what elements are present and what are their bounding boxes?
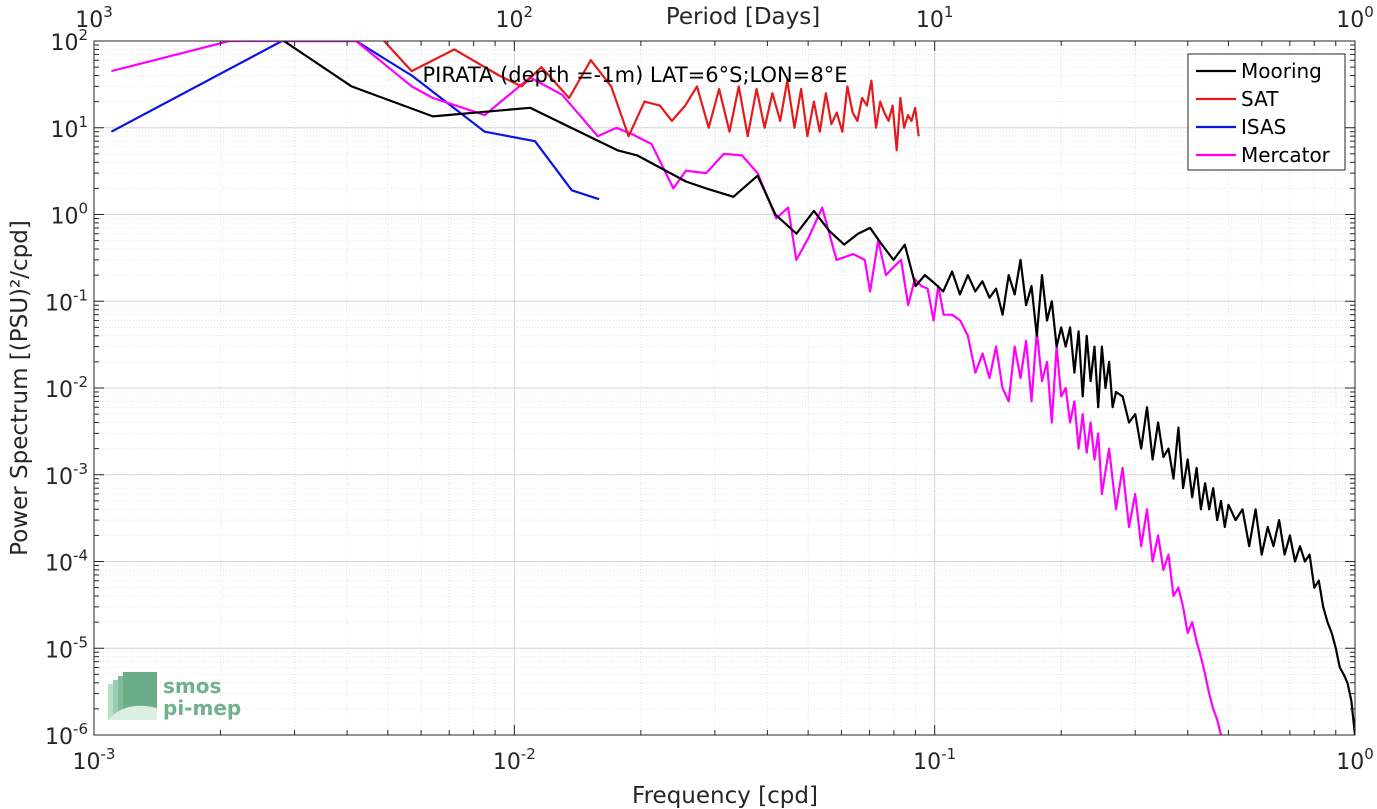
legend: Mooring SAT ISAS Mercator <box>1187 53 1346 171</box>
y-tick-label: 10-4 <box>45 547 88 577</box>
y-axis-label: Power Spectrum [(PSU)²/cpd] <box>7 220 33 556</box>
x2-tick-label: 100 <box>1336 3 1374 33</box>
top-period-tick-labels: 103 102 101 100 <box>75 3 1374 33</box>
y-tick-label: 102 <box>50 26 88 56</box>
x-tick-label: 10-3 <box>73 745 116 775</box>
y-tick-label: 10-1 <box>45 286 88 316</box>
y-tick-label: 10-5 <box>45 633 88 663</box>
x2-tick-label: 101 <box>916 3 954 33</box>
y-tick-label: 100 <box>50 200 88 230</box>
series-line-sat <box>383 41 920 152</box>
x2-tick-label: 102 <box>496 3 534 33</box>
x-tick-label: 10-1 <box>913 745 956 775</box>
logo-line-1: smos <box>163 674 221 698</box>
tick-marks <box>93 40 1356 736</box>
x-tick-labels: 10-3 10-2 10-1 100 <box>73 745 1374 775</box>
x-tick-label: 10-2 <box>493 745 536 775</box>
logo-line-2: pi-mep <box>163 696 241 720</box>
grid-minor <box>94 41 1355 735</box>
legend-label-mooring: Mooring <box>1241 59 1322 83</box>
smos-logo-graphic <box>108 672 157 720</box>
chart-title: PIRATA (depth =-1m) LAT=6°S;LON=8°E <box>423 63 848 87</box>
x2-tick-label: 103 <box>75 3 113 33</box>
top-axis-label: Period [Days] <box>666 4 820 30</box>
y-tick-label: 101 <box>50 113 88 143</box>
legend-box <box>1187 53 1346 171</box>
x-axis-label: Frequency [cpd] <box>632 783 818 809</box>
y-tick-labels: 10-6 10-5 10-4 10-3 10-2 10-1 100 101 102 <box>45 26 88 750</box>
smos-pi-mep-logo: smos pi-mep <box>108 672 241 720</box>
series-line-mercator <box>111 41 1223 735</box>
x-tick-label: 100 <box>1336 745 1374 775</box>
legend-label-mercator: Mercator <box>1241 143 1331 167</box>
series-line-mooring <box>283 41 1355 735</box>
legend-label-sat: SAT <box>1241 87 1279 111</box>
y-tick-label: 10-2 <box>45 373 88 403</box>
legend-label-isas: ISAS <box>1241 115 1286 139</box>
y-tick-label: 10-3 <box>45 460 88 490</box>
y-tick-label: 10-6 <box>45 720 88 750</box>
series-layer <box>110 41 1355 735</box>
